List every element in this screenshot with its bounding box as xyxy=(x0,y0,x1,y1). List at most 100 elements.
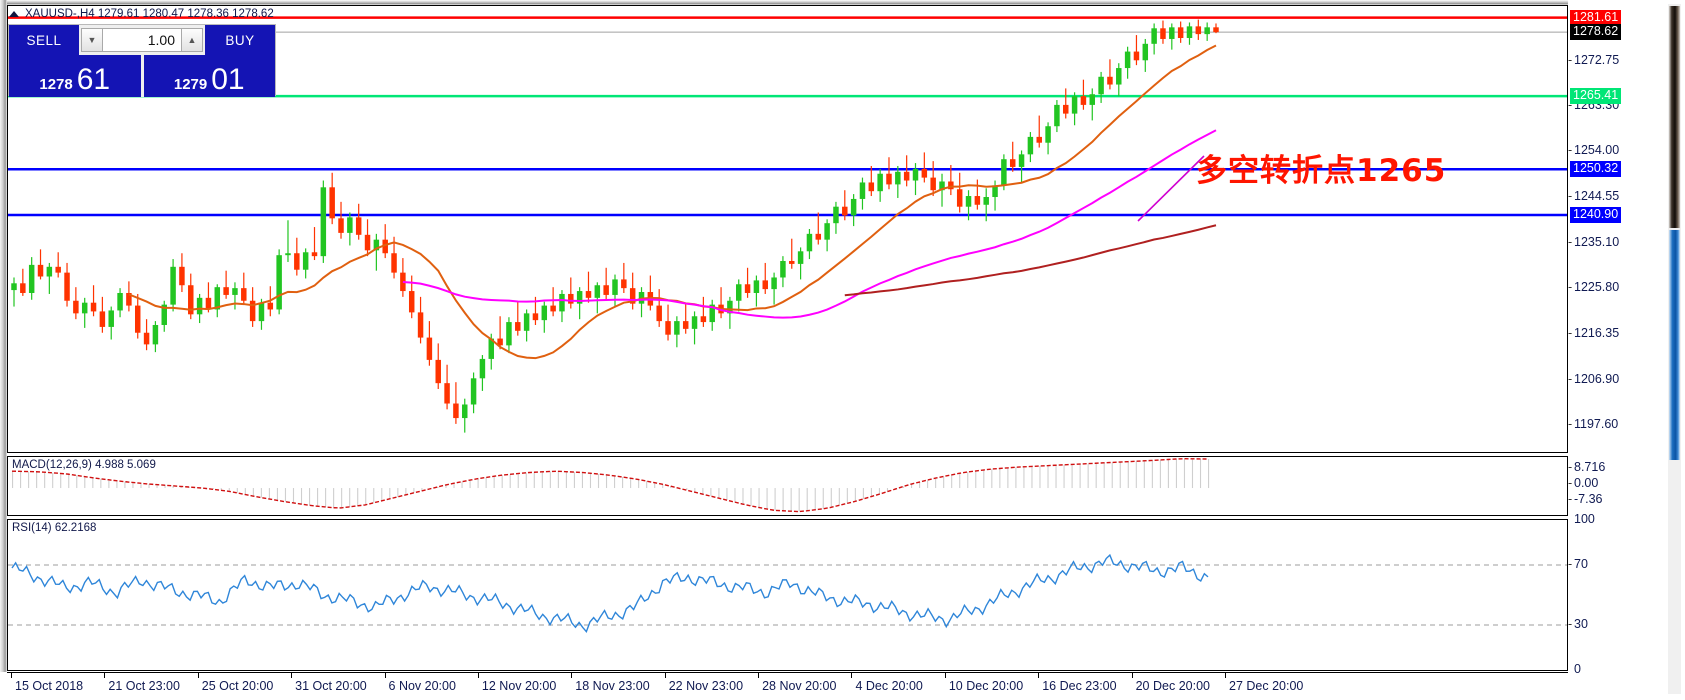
macd-panel[interactable]: MACD(12,26,9) 4.988 5.069 xyxy=(7,456,1568,516)
price-scale-tag[interactable]: 1250.32 xyxy=(1570,161,1622,178)
date-axis-label: 21 Oct 23:00 xyxy=(108,679,180,693)
rsi-plot-area[interactable] xyxy=(8,520,1567,670)
buy-price-decimal: 01 xyxy=(211,63,245,96)
volume-stepper[interactable]: ▼ 1.00 ▲ xyxy=(79,25,205,55)
scrollbar-thumb-upper[interactable] xyxy=(1669,6,1680,228)
buy-button[interactable]: BUY xyxy=(205,25,275,55)
date-axis-tick xyxy=(197,673,199,678)
date-axis-tick xyxy=(944,673,946,678)
tick-dash: - xyxy=(1568,98,1573,113)
date-axis-tick xyxy=(384,673,386,678)
collapse-triangle-icon[interactable] xyxy=(9,11,19,17)
trade-panel-top-row: SELL ▼ 1.00 ▲ BUY xyxy=(9,25,275,55)
price-scale-tick: -1206.90 xyxy=(1568,372,1668,386)
macd-caption: MACD(12,26,9) 4.988 5.069 xyxy=(12,459,156,471)
price-scale-tick: -1254.00 xyxy=(1568,143,1668,157)
date-axis-label: 18 Nov 23:00 xyxy=(575,679,650,693)
price-scale-tick-label: 1254.00 xyxy=(1574,143,1620,158)
macd-scale-tick: -0.00 xyxy=(1568,476,1598,490)
date-axis-tick xyxy=(1131,673,1133,678)
price-scale-tick: -1235.10 xyxy=(1568,235,1668,249)
tick-dash: - xyxy=(1568,189,1573,204)
price-scale-tick-label: 1197.60 xyxy=(1574,416,1619,431)
tick-dash: - xyxy=(1568,235,1573,250)
date-axis-tick xyxy=(851,673,853,678)
rsi-scale-tick: -30 xyxy=(1568,617,1588,631)
rsi-scale-tick: -70 xyxy=(1568,557,1588,571)
date-axis-label: 4 Dec 20:00 xyxy=(855,679,923,693)
date-axis-label: 16 Dec 23:00 xyxy=(1042,679,1117,693)
chart-annotation-text: 多空转折点1265 xyxy=(1196,153,1447,189)
tick-dash: - xyxy=(1568,325,1573,340)
tick-dash: - xyxy=(1568,557,1573,571)
tick-dash: - xyxy=(1568,416,1573,431)
rsi-scale-tick-label: 70 xyxy=(1574,557,1588,571)
macd-scale: -8.716-0.00- -7.36 xyxy=(1568,456,1668,516)
date-axis-label: 15 Oct 2018 xyxy=(15,679,84,693)
sell-price-quote[interactable]: 1278 61 xyxy=(9,55,141,97)
price-scale-tick-label: 1272.75 xyxy=(1574,52,1620,67)
volume-input[interactable]: 1.00 xyxy=(103,28,181,52)
date-axis-tick xyxy=(477,673,479,678)
price-scale-tag[interactable]: 1281.61 xyxy=(1570,9,1622,26)
price-scale[interactable]: -1272.75-1263.30-1254.00-1244.55-1235.10… xyxy=(1568,5,1668,453)
price-scale-tick: -1216.35 xyxy=(1568,326,1668,340)
date-axis-tick xyxy=(104,673,106,678)
buy-price-integer: 1279 xyxy=(173,76,208,93)
window-top-bevel xyxy=(0,0,1568,5)
date-axis-label: 20 Dec 20:00 xyxy=(1135,679,1210,693)
date-axis-tick xyxy=(1038,673,1040,678)
tick-dash: - xyxy=(1568,460,1573,474)
date-axis-tick xyxy=(1225,673,1226,678)
macd-scale-tick-label: 0.00 xyxy=(1574,476,1599,490)
volume-decrement-button[interactable]: ▼ xyxy=(81,28,103,52)
price-scale-tick: -1244.55 xyxy=(1568,189,1668,203)
date-axis-label: 6 Nov 20:00 xyxy=(388,679,456,693)
tick-dash: - xyxy=(1568,52,1573,67)
one-click-trading-panel[interactable]: SELL ▼ 1.00 ▲ BUY 1278 61 1279 01 xyxy=(8,24,276,97)
date-axis-tick xyxy=(571,673,573,678)
date-axis-label: 31 Oct 20:00 xyxy=(295,679,367,693)
rsi-scale-tick-label: 0 xyxy=(1574,662,1581,676)
macd-scale-tick-label: -7.36 xyxy=(1574,492,1603,506)
macd-scale-tick-label: 8.716 xyxy=(1574,460,1606,474)
sell-price-decimal: 61 xyxy=(76,63,111,96)
date-axis-label: 10 Dec 20:00 xyxy=(948,679,1024,693)
date-axis-label: 28 Nov 20:00 xyxy=(762,679,837,693)
date-axis-label: 27 Dec 20:00 xyxy=(1229,679,1304,693)
price-scale-tick-label: 1225.80 xyxy=(1574,280,1620,295)
buy-price-quote[interactable]: 1279 01 xyxy=(140,55,275,97)
date-axis-tick xyxy=(664,673,666,678)
price-scale-tag[interactable]: 1240.90 xyxy=(1570,206,1622,223)
price-scale-tick-label: 1244.55 xyxy=(1574,189,1620,204)
date-axis-label: 12 Nov 20:00 xyxy=(481,679,557,693)
scrollbar-thumb-lower[interactable] xyxy=(1669,230,1680,460)
price-scale-tick-label: 1216.35 xyxy=(1574,325,1620,340)
volume-increment-button[interactable]: ▲ xyxy=(181,28,203,52)
price-scale-tick: -1197.60 xyxy=(1568,417,1668,431)
price-scale-tag[interactable]: 1265.41 xyxy=(1570,88,1622,105)
tick-dash: - xyxy=(1568,371,1573,386)
date-axis-tick xyxy=(11,673,12,678)
price-plot-area[interactable] xyxy=(8,6,1567,452)
tick-dash: - xyxy=(1568,617,1573,631)
rsi-panel[interactable]: RSI(14) 62.2168 xyxy=(7,519,1568,671)
rsi-caption: RSI(14) 62.2168 xyxy=(12,522,97,534)
date-axis[interactable]: 15 Oct 2018 21 Oct 23:00 25 Oct 20:00 31 Oc… xyxy=(7,672,1568,698)
date-axis-tick xyxy=(758,673,760,678)
price-scale-tick-label: 1235.10 xyxy=(1574,235,1620,250)
tick-dash: - xyxy=(1568,143,1573,158)
price-scale-tick: -1272.75 xyxy=(1568,53,1668,67)
rsi-scale-tick: 0 xyxy=(1568,662,1581,676)
tick-dash: - xyxy=(1568,492,1573,506)
sell-price-integer: 1278 xyxy=(39,76,73,93)
price-scale-tick: -1225.80 xyxy=(1568,280,1668,294)
price-scale-tag[interactable]: 1278.62 xyxy=(1570,24,1622,41)
sell-button[interactable]: SELL xyxy=(9,25,79,55)
macd-scale-tick: -8.716 xyxy=(1568,460,1605,474)
tick-dash: - xyxy=(1568,476,1573,490)
trade-panel-quote-row: 1278 61 1279 01 xyxy=(9,55,275,97)
macd-plot-area[interactable] xyxy=(8,457,1567,515)
macd-scale-tick: - -7.36 xyxy=(1568,492,1603,506)
